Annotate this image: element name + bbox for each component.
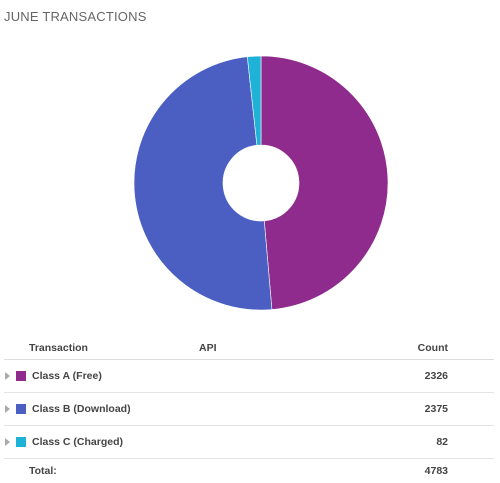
row-api-cell <box>199 360 399 393</box>
table-row[interactable]: Class C (Charged) 82 <box>4 426 494 459</box>
row-transaction-cell: Class C (Charged) <box>4 426 199 459</box>
row-api-cell <box>199 426 399 459</box>
row-label: Class A (Free) <box>32 370 102 382</box>
total-count: 4783 <box>399 459 494 483</box>
legend-swatch <box>16 437 26 447</box>
expand-arrow-icon[interactable] <box>5 372 10 380</box>
table-header-row: Transaction API Count <box>4 337 494 360</box>
row-api-cell <box>199 393 399 426</box>
row-count: 2375 <box>399 393 494 426</box>
header-api[interactable]: API <box>199 337 399 360</box>
total-label: Total: <box>4 465 57 477</box>
expand-arrow-icon[interactable] <box>5 438 10 446</box>
donut-chart-svg <box>0 40 500 330</box>
transactions-table: Transaction API Count Class A (Free) 232… <box>4 337 494 483</box>
row-transaction-cell: Class A (Free) <box>4 360 199 393</box>
total-api-cell <box>199 459 399 483</box>
row-label: Class B (Download) <box>32 403 131 415</box>
chart-title: JUNE TRANSACTIONS <box>4 9 147 24</box>
header-count[interactable]: Count <box>399 337 494 360</box>
row-count: 82 <box>399 426 494 459</box>
table-row[interactable]: Class A (Free) 2326 <box>4 360 494 393</box>
header-transaction[interactable]: Transaction <box>4 337 199 360</box>
legend-swatch <box>16 404 26 414</box>
legend-swatch <box>16 371 26 381</box>
donut-chart <box>0 40 500 330</box>
row-label: Class C (Charged) <box>32 436 123 448</box>
row-transaction-cell: Class B (Download) <box>4 393 199 426</box>
total-row: Total: 4783 <box>4 459 494 483</box>
total-label-cell: Total: <box>4 459 199 483</box>
donut-slice-class-a-free[interactable] <box>261 56 388 310</box>
table-row[interactable]: Class B (Download) 2375 <box>4 393 494 426</box>
expand-arrow-icon[interactable] <box>5 405 10 413</box>
row-count: 2326 <box>399 360 494 393</box>
